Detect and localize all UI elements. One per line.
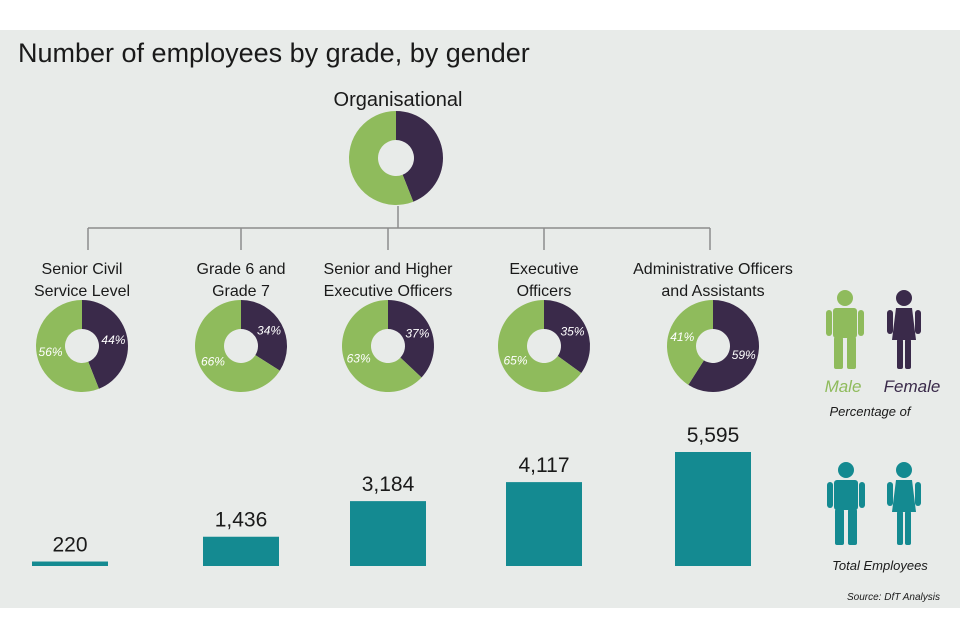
- organisational-male-slice: [348, 111, 414, 205]
- total-value-label: 4,117: [519, 454, 570, 477]
- legend-male-label: Male: [825, 377, 862, 396]
- total-male-icon: [827, 462, 865, 545]
- category-label: and Assistants: [661, 283, 764, 300]
- category-female-slice: [688, 300, 760, 393]
- female-percent-label: 34%: [257, 324, 281, 338]
- total-bar: [203, 536, 279, 566]
- source-note: Source: DfT Analysis: [847, 592, 940, 603]
- legend: Male Female Percentage of Total Employee…: [825, 290, 941, 573]
- hierarchy-connectors: [87, 206, 711, 250]
- male-percent-label: 63%: [347, 352, 371, 366]
- chart-title: Number of employees by grade, by gender: [18, 38, 530, 68]
- category-group: Senior Civil Service Level 44% 56% 220: [32, 261, 130, 566]
- female-person-icon: [887, 290, 921, 369]
- category-label: Administrative Officers: [633, 261, 793, 278]
- category-male-slice: [342, 300, 422, 392]
- category-group: Senior and Higher Executive Officers 37% 63…: [324, 261, 454, 566]
- grade-categories: Senior Civil Service Level 44% 56% 220 Grade …: [32, 261, 793, 566]
- legend-female-label: Female: [884, 377, 941, 396]
- legend-total-caption: Total Employees: [832, 558, 928, 573]
- infographic-background: [0, 30, 960, 608]
- organisational-label: Organisational: [334, 89, 463, 111]
- category-male-slice: [36, 300, 99, 392]
- category-label: Grade 7: [212, 283, 270, 300]
- total-bar: [506, 482, 582, 566]
- category-group: Grade 6 and Grade 7 34% 66% 1,436: [195, 261, 288, 566]
- category-female-slice: [82, 300, 129, 389]
- organisational-female-slice: [396, 111, 444, 202]
- total-bar: [675, 452, 751, 566]
- total-female-icon: [887, 462, 921, 545]
- category-label: Service Level: [34, 283, 130, 300]
- category-label: Senior Civil: [42, 261, 123, 278]
- category-label: Officers: [517, 283, 572, 300]
- male-percent-label: 65%: [503, 354, 527, 368]
- organisational-donut: [348, 111, 444, 205]
- category-male-slice: [667, 300, 713, 385]
- total-bar: [350, 501, 426, 566]
- category-female-slice: [241, 300, 288, 371]
- total-bar: [32, 561, 108, 566]
- total-value-label: 3,184: [362, 473, 415, 496]
- category-female-slice: [544, 300, 591, 374]
- male-percent-label: 66%: [201, 354, 225, 368]
- female-percent-label: 37%: [405, 326, 429, 340]
- category-male-slice: [195, 300, 280, 392]
- category-male-slice: [497, 300, 582, 392]
- male-percent-label: 41%: [670, 330, 694, 344]
- category-label: Executive: [509, 261, 578, 278]
- total-value-label: 1,436: [215, 509, 268, 532]
- category-label: Executive Officers: [324, 283, 453, 300]
- female-percent-label: 59%: [732, 348, 756, 362]
- category-female-slice: [388, 300, 434, 378]
- category-label: Senior and Higher: [324, 261, 454, 278]
- male-percent-label: 56%: [39, 345, 63, 359]
- category-group: Administrative Officers and Assistants 59%…: [633, 261, 793, 566]
- male-person-icon: [826, 290, 864, 369]
- category-group: Executive Officers 35% 65% 4,117: [497, 261, 591, 566]
- total-value-label: 220: [52, 534, 87, 557]
- total-value-label: 5,595: [687, 424, 740, 447]
- female-percent-label: 35%: [560, 324, 584, 338]
- category-label: Grade 6 and: [197, 261, 286, 278]
- legend-percentage-caption: Percentage of: [830, 404, 912, 419]
- female-percent-label: 44%: [101, 333, 125, 347]
